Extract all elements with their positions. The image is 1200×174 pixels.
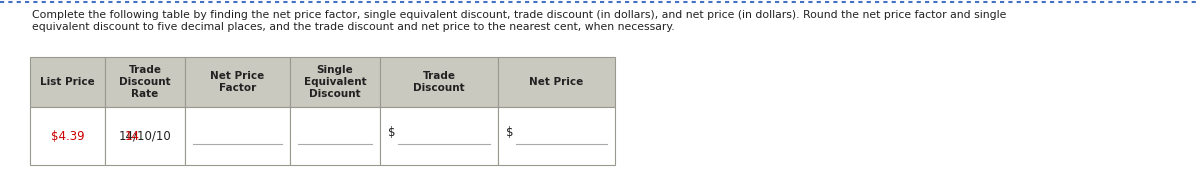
Bar: [290, 107, 380, 165]
Text: Net Price
Factor: Net Price Factor: [210, 71, 265, 93]
Text: Single
Equivalent
Discount: Single Equivalent Discount: [304, 65, 366, 99]
Bar: [498, 107, 616, 165]
Text: 14/10/10: 14/10/10: [119, 129, 172, 143]
Text: Net Price: Net Price: [529, 77, 583, 87]
Bar: [290, 57, 380, 107]
Bar: [106, 57, 185, 107]
Bar: [498, 57, 616, 107]
Text: Trade
Discount: Trade Discount: [413, 71, 464, 93]
Bar: [30, 107, 106, 165]
Bar: [185, 107, 290, 165]
Bar: [185, 57, 290, 107]
Text: equivalent discount to five decimal places, and the trade discount and net price: equivalent discount to five decimal plac…: [32, 22, 674, 32]
Text: 14: 14: [125, 129, 139, 143]
Bar: [380, 57, 498, 107]
Text: $: $: [388, 125, 396, 139]
Text: Complete the following table by finding the net price factor, single equivalent : Complete the following table by finding …: [32, 10, 1007, 20]
Text: Trade
Discount
Rate: Trade Discount Rate: [119, 65, 170, 99]
Text: $4.39: $4.39: [50, 129, 84, 143]
Bar: [106, 107, 185, 165]
Bar: [30, 57, 106, 107]
Text: List Price: List Price: [40, 77, 95, 87]
Bar: [380, 107, 498, 165]
Text: $: $: [506, 125, 514, 139]
